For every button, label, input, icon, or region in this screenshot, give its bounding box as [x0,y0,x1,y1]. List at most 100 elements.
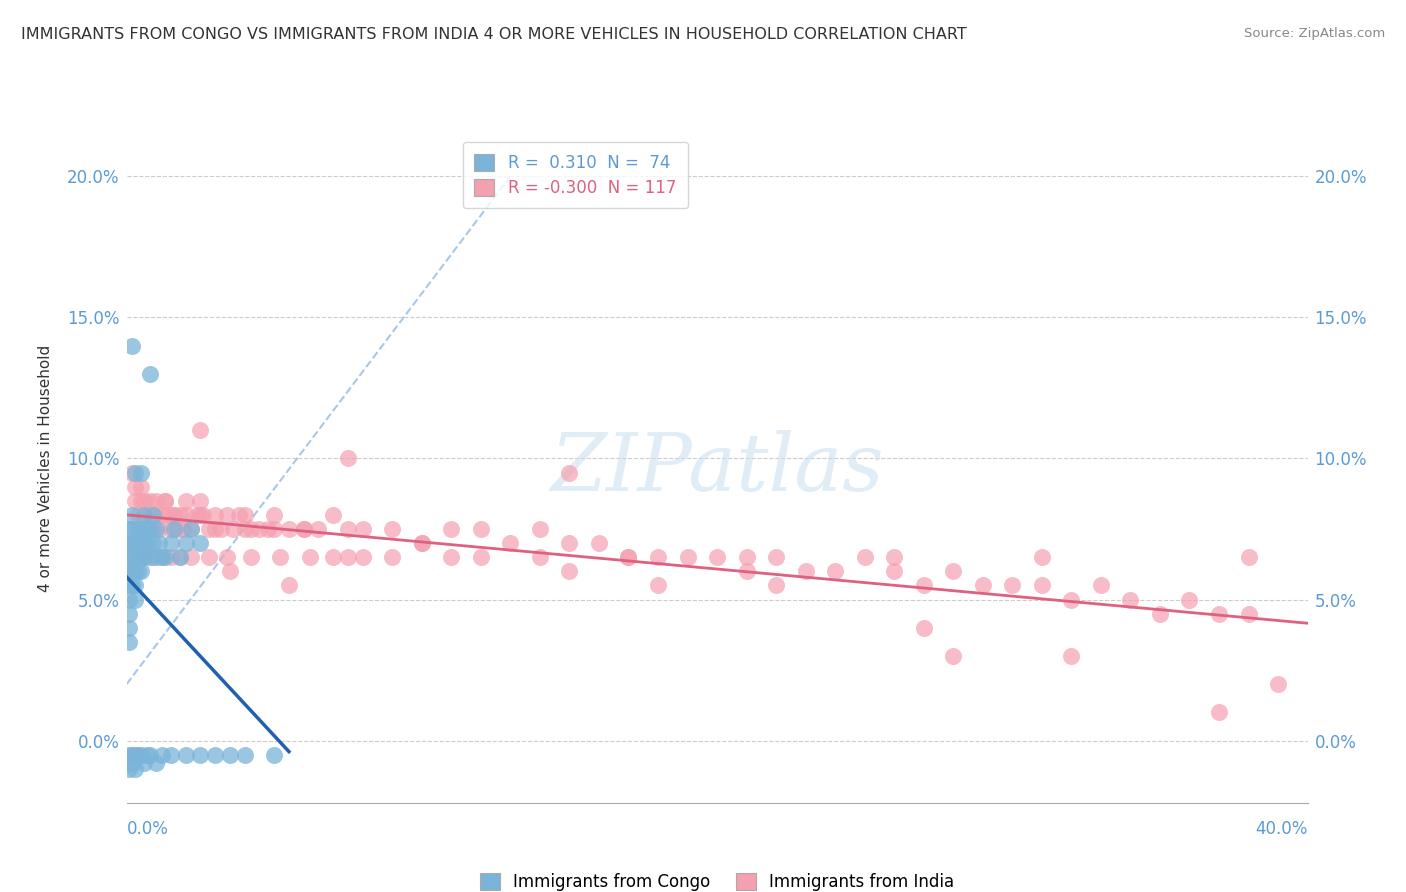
Point [121,466,143,480]
Point [222,522,245,536]
Point [145,756,167,771]
Point [121,756,143,771]
Point [156,508,179,522]
Point [529,522,551,536]
Point [124,550,146,565]
Point [233,522,256,536]
Point [765,550,787,565]
Point [174,493,197,508]
Point [153,493,176,508]
Point [617,550,640,565]
Point [188,493,211,508]
Point [735,550,758,565]
Point [139,522,162,536]
Point [129,550,153,565]
Point [292,522,315,536]
Point [129,480,153,494]
Point [188,508,211,522]
Point [121,747,143,762]
Point [139,367,162,381]
Point [139,493,162,508]
Point [169,550,191,565]
Point [118,565,141,579]
Point [129,536,153,550]
Point [188,747,211,762]
Point [1237,607,1260,621]
Point [142,522,165,536]
Point [129,493,153,508]
Point [159,536,183,550]
Point [118,607,141,621]
Point [278,578,301,592]
Point [440,550,463,565]
Point [239,550,262,565]
Point [127,550,149,565]
Point [127,508,149,522]
Point [647,550,669,565]
Point [121,565,143,579]
Point [142,550,165,565]
Point [278,522,301,536]
Point [121,550,143,565]
Point [794,565,817,579]
Point [145,522,167,536]
Point [1208,706,1230,720]
Point [676,550,699,565]
Point [118,762,141,776]
Point [174,508,197,522]
Point [228,508,250,522]
Point [617,550,640,565]
Point [204,522,226,536]
Text: IMMIGRANTS FROM CONGO VS IMMIGRANTS FROM INDIA 4 OR MORE VEHICLES IN HOUSEHOLD C: IMMIGRANTS FROM CONGO VS IMMIGRANTS FROM… [21,27,967,42]
Point [381,550,404,565]
Point [153,550,176,565]
Point [174,536,197,550]
Point [163,508,186,522]
Point [588,536,610,550]
Text: ZIPatlas: ZIPatlas [550,430,884,507]
Point [127,747,149,762]
Point [118,621,141,635]
Point [159,550,183,565]
Point [558,536,581,550]
Point [145,493,167,508]
Point [298,550,321,565]
Point [942,565,965,579]
Point [150,747,173,762]
Point [159,522,183,536]
Point [352,550,374,565]
Point [188,423,211,437]
Text: Source: ZipAtlas.com: Source: ZipAtlas.com [1244,27,1385,40]
Point [129,466,153,480]
Point [139,508,162,522]
Text: 40.0%: 40.0% [1256,820,1308,838]
Point [411,536,433,550]
Point [124,493,146,508]
Point [209,522,232,536]
Point [972,578,994,592]
Point [1090,578,1112,592]
Point [233,747,256,762]
Point [529,550,551,565]
Point [352,522,374,536]
Point [824,565,846,579]
Point [257,522,280,536]
Point [1178,592,1201,607]
Point [134,550,156,565]
Point [647,578,669,592]
Point [150,550,173,565]
Y-axis label: 4 or more Vehicles in Household: 4 or more Vehicles in Household [38,344,53,592]
Point [127,550,149,565]
Point [292,522,315,536]
Point [193,508,215,522]
Point [1267,677,1289,691]
Point [188,536,211,550]
Point [174,747,197,762]
Point [233,508,256,522]
Point [124,592,146,607]
Point [127,536,149,550]
Point [124,578,146,592]
Point [134,508,156,522]
Point [558,565,581,579]
Point [912,621,935,635]
